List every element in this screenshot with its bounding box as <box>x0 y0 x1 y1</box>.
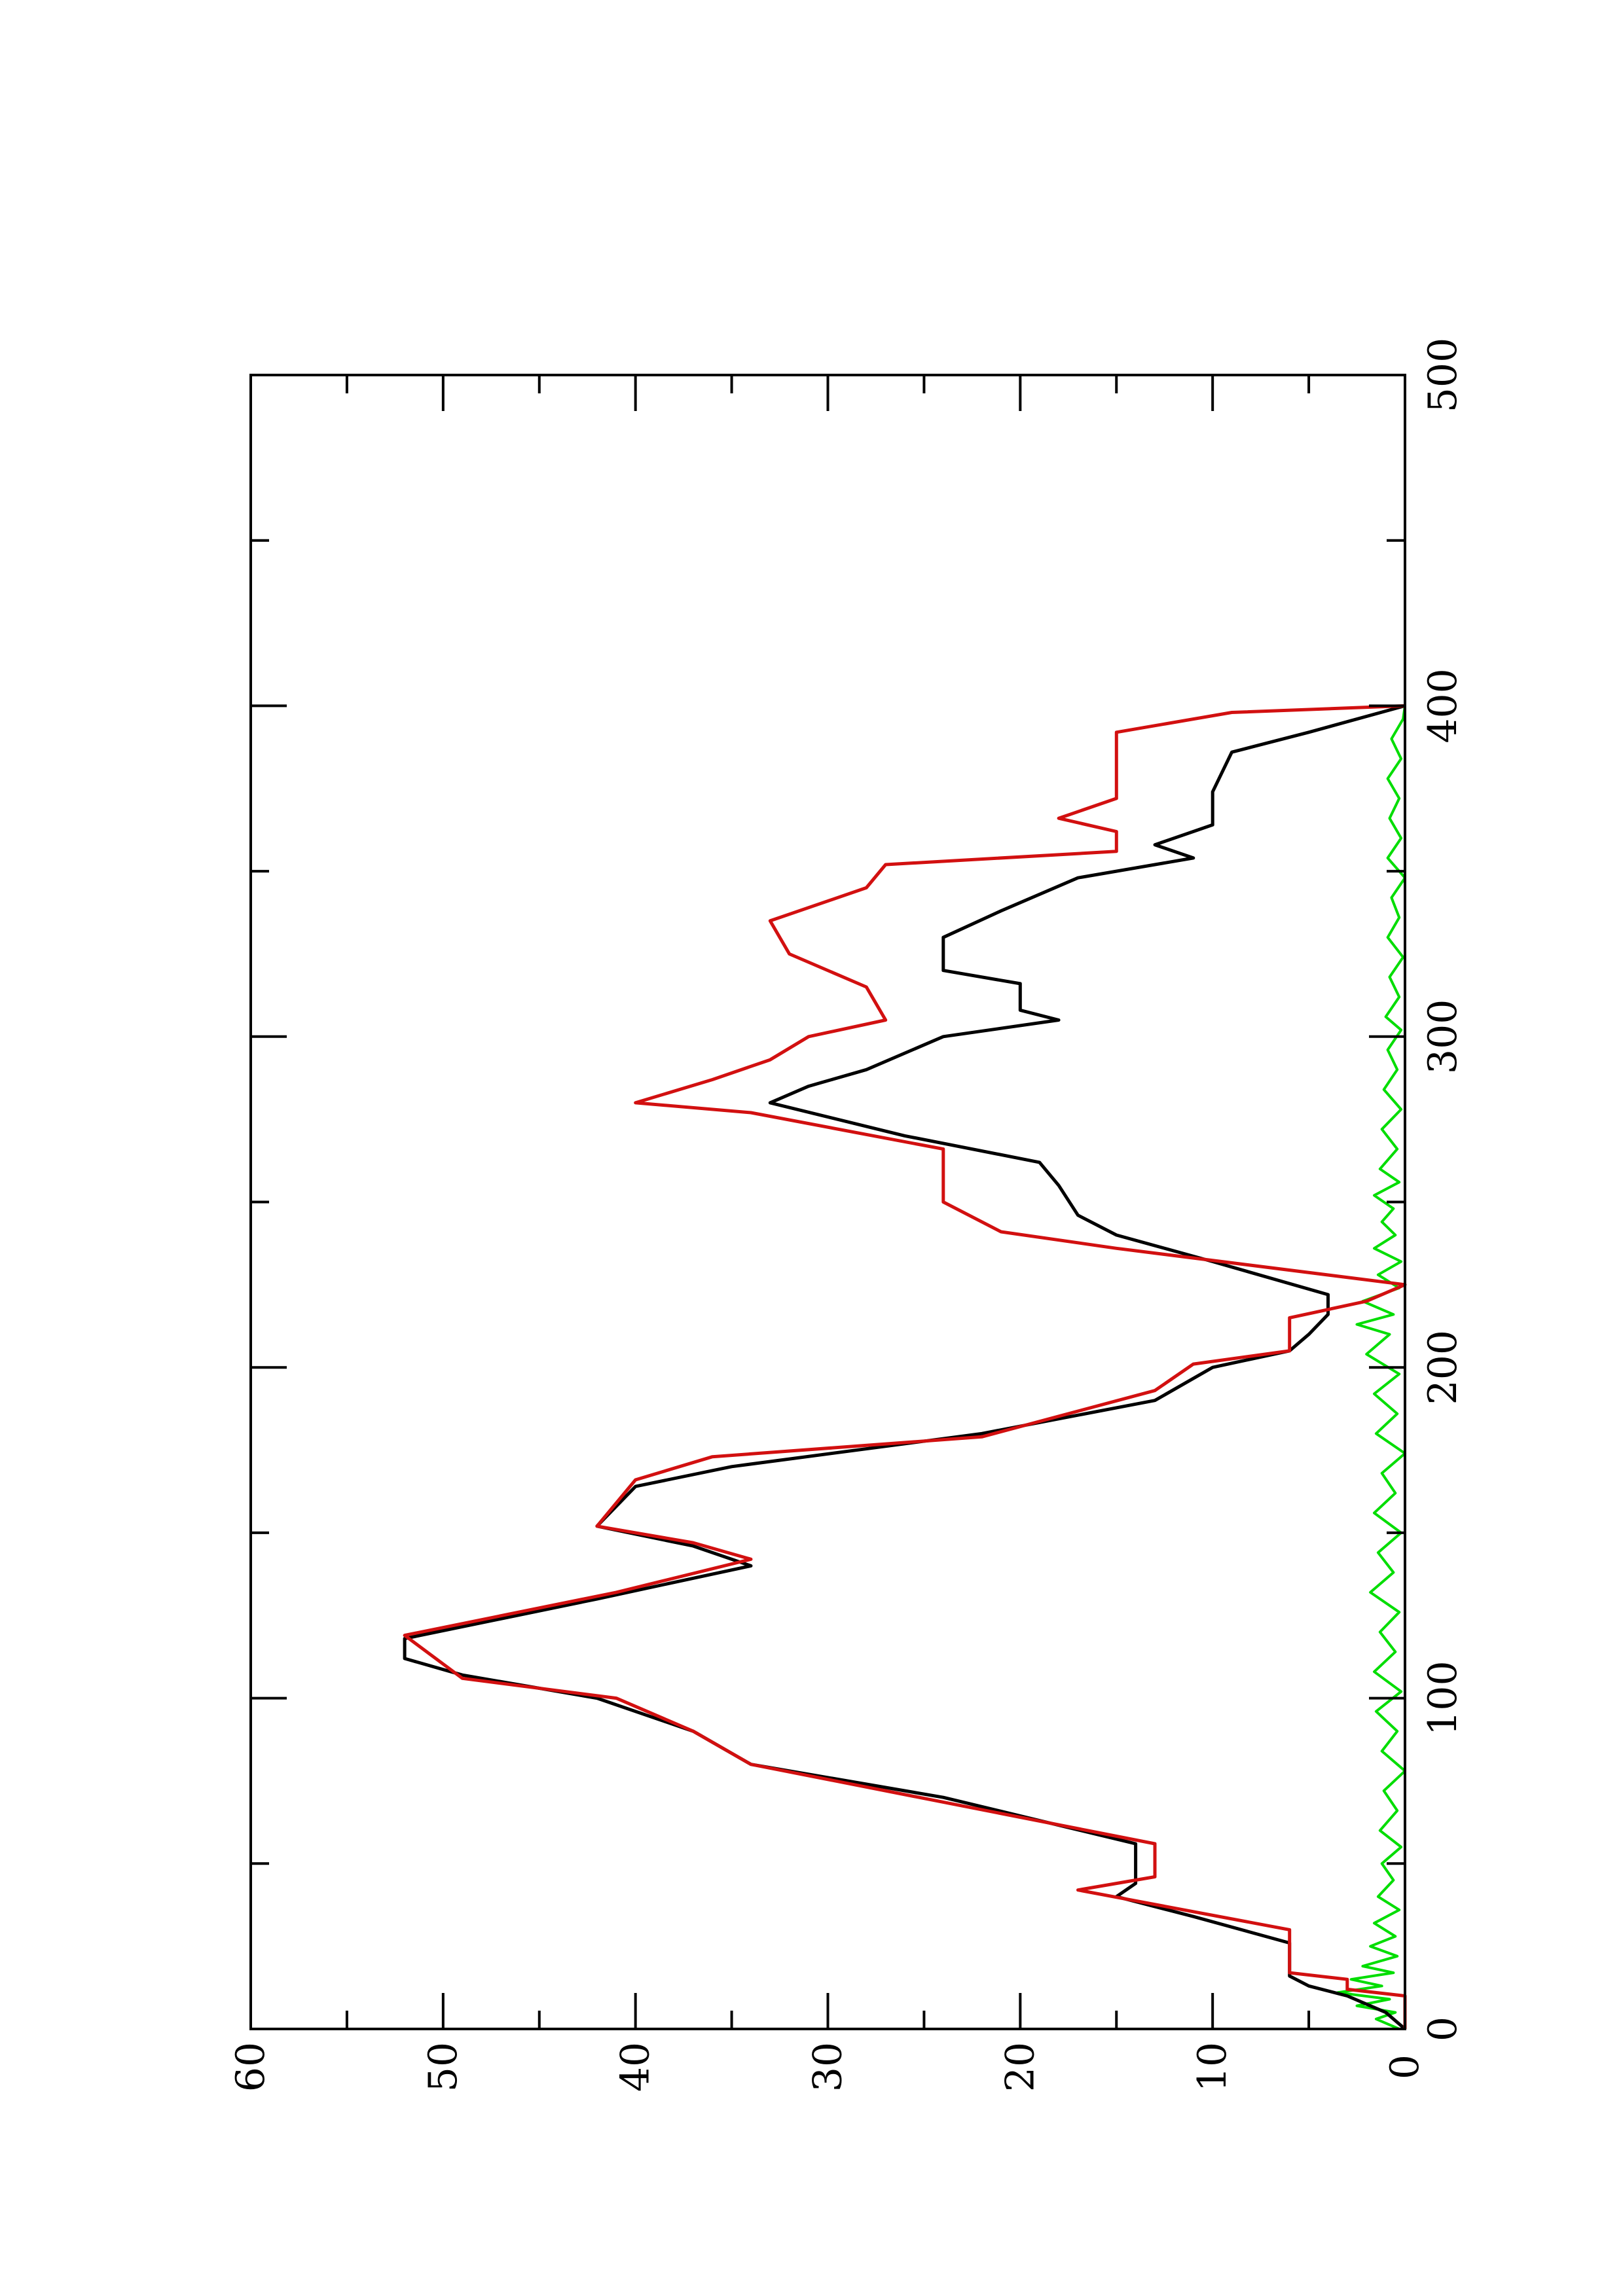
y-tick-label: 60 <box>228 2042 274 2092</box>
labels-layer: 0 100 200 300 400 500 0 10 20 30 40 50 60 <box>228 338 1466 2092</box>
y-tick-label: 0 <box>1382 2054 1428 2079</box>
series-line-green <box>1336 706 1406 2030</box>
x-tick-label: 400 <box>1420 668 1466 744</box>
x-tick-label: 200 <box>1420 1330 1466 1405</box>
y-tick-label: 30 <box>805 2042 851 2092</box>
y-tick-label: 40 <box>613 2042 659 2092</box>
series-layer <box>403 704 1407 2030</box>
x-tick-label: 100 <box>1420 1660 1466 1736</box>
y-tick-label: 50 <box>420 2042 466 2092</box>
series-line-red <box>403 704 1407 2029</box>
y-tick-label: 10 <box>1190 2042 1235 2092</box>
series-line-black <box>403 704 1406 2030</box>
x-tick-label: 300 <box>1420 999 1466 1075</box>
plot-frame <box>249 374 1406 2030</box>
y-tick-label: 20 <box>997 2042 1043 2092</box>
x-tick-label: 500 <box>1420 338 1466 413</box>
x-tick-label: 0 <box>1420 2017 1466 2041</box>
